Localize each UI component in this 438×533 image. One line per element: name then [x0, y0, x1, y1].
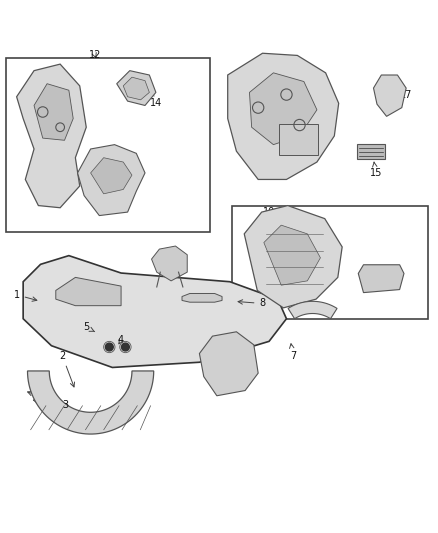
Text: 10: 10 [263, 207, 275, 224]
Polygon shape [17, 64, 86, 208]
Polygon shape [23, 256, 286, 367]
Polygon shape [34, 84, 73, 140]
Polygon shape [117, 71, 156, 106]
Polygon shape [199, 332, 258, 396]
Text: 7: 7 [290, 344, 296, 361]
Text: 12: 12 [89, 51, 101, 60]
Polygon shape [228, 53, 339, 180]
Text: 5: 5 [83, 322, 95, 333]
Text: 14: 14 [150, 93, 162, 108]
Polygon shape [288, 301, 337, 319]
Text: 15: 15 [370, 162, 382, 178]
Polygon shape [152, 246, 187, 281]
FancyBboxPatch shape [6, 58, 210, 232]
Polygon shape [28, 371, 154, 434]
Polygon shape [264, 225, 321, 285]
Text: 17: 17 [397, 90, 412, 103]
Text: 9: 9 [166, 262, 172, 271]
Polygon shape [123, 77, 149, 100]
Polygon shape [374, 75, 406, 116]
Text: 11: 11 [376, 272, 390, 286]
Text: 6: 6 [226, 367, 237, 378]
Circle shape [106, 343, 113, 351]
Text: 18: 18 [37, 126, 49, 139]
Text: 2: 2 [59, 351, 74, 387]
Polygon shape [358, 265, 404, 293]
Polygon shape [250, 73, 317, 144]
FancyBboxPatch shape [232, 206, 428, 319]
Polygon shape [78, 144, 145, 215]
Text: 13: 13 [115, 193, 127, 208]
FancyBboxPatch shape [279, 124, 318, 155]
Polygon shape [56, 277, 121, 305]
Text: 16: 16 [307, 72, 327, 83]
Polygon shape [91, 158, 132, 194]
Text: 8: 8 [238, 298, 265, 309]
FancyBboxPatch shape [357, 144, 385, 159]
Text: 4: 4 [118, 335, 124, 345]
Text: 1: 1 [14, 290, 37, 301]
Polygon shape [244, 206, 342, 308]
Polygon shape [182, 294, 222, 302]
Circle shape [121, 343, 129, 351]
Text: 3: 3 [63, 400, 69, 410]
